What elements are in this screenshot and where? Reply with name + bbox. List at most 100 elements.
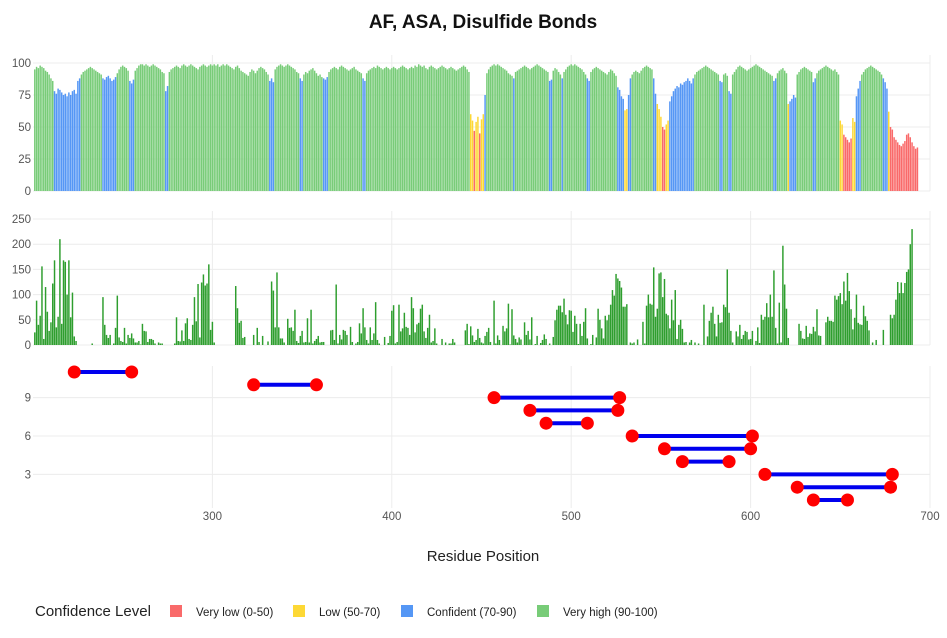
asa-bar: [740, 338, 743, 345]
asa-bar: [719, 322, 721, 345]
af-panel: 0 25 50 75 100: [12, 55, 931, 198]
af-bar: [644, 66, 646, 191]
af-bar: [417, 64, 420, 191]
asa-bar: [50, 322, 52, 345]
af-bar: [435, 69, 438, 191]
af-bar: [373, 66, 375, 191]
asa-bar: [356, 341, 359, 345]
asa-bar: [238, 322, 241, 345]
asa-bar: [670, 299, 673, 345]
asa-bar: [539, 342, 542, 345]
af-bar: [916, 147, 919, 191]
af-bar: [175, 65, 178, 191]
legend-title: Confidence Level: [35, 603, 151, 620]
asa-bar: [651, 304, 653, 345]
af-bar: [647, 66, 650, 191]
asa-bar: [724, 307, 727, 345]
af-bar: [163, 73, 165, 191]
af-bar: [256, 70, 258, 191]
af-bar: [721, 82, 723, 191]
af-bar: [891, 129, 894, 191]
asa-bar: [721, 322, 723, 345]
af-bar: [896, 142, 899, 191]
asa-bar: [859, 324, 861, 345]
af-bar: [810, 71, 813, 191]
af-bar: [809, 70, 811, 191]
af-bar: [453, 69, 456, 191]
af-bar: [364, 80, 366, 191]
asa-bar: [825, 322, 827, 345]
af-bar: [493, 64, 495, 191]
asa-bar: [112, 343, 115, 345]
asa-bar: [812, 326, 815, 345]
asa-bar: [376, 339, 379, 345]
asa-bar: [468, 343, 470, 345]
af-bar: [877, 70, 879, 191]
af-bar: [245, 74, 248, 191]
af-bar: [722, 74, 725, 191]
asa-bar: [211, 321, 214, 345]
asa-bar: [145, 331, 147, 345]
af-bar: [229, 66, 232, 191]
asa-bar: [330, 330, 332, 345]
asa-bar: [895, 299, 897, 345]
af-bar: [267, 74, 269, 191]
af-bar: [800, 69, 802, 191]
asa-bar: [737, 336, 739, 345]
af-bar: [98, 73, 101, 191]
asa-bar: [69, 317, 72, 345]
asa-bar: [613, 295, 615, 345]
af-bar: [448, 68, 450, 191]
af-bar: [102, 78, 104, 191]
legend-swatch: [293, 605, 305, 617]
af-bar: [419, 65, 422, 191]
af-bar: [100, 74, 102, 191]
af-bar: [414, 65, 416, 191]
af-bar: [590, 71, 592, 191]
af-bar: [272, 82, 275, 191]
af-bar: [522, 66, 524, 191]
bond-point: [745, 429, 759, 443]
asa-bar: [396, 341, 398, 345]
af-bar: [186, 66, 189, 191]
asa-bar: [543, 334, 546, 345]
af-bar: [712, 70, 714, 191]
asa-bar: [575, 323, 578, 345]
asa-bar: [548, 343, 551, 345]
x-tick-label: 500: [562, 511, 581, 523]
af-bar: [283, 66, 285, 191]
asa-bar: [606, 320, 608, 345]
asa-bar: [554, 320, 556, 345]
af-bar: [75, 93, 77, 191]
asa-bar: [834, 295, 836, 345]
asa-bar: [636, 339, 639, 345]
asa-bar: [591, 334, 594, 345]
af-bar: [466, 69, 468, 191]
asa-bar: [574, 315, 576, 345]
af-bar: [909, 137, 912, 191]
asa-bar: [783, 284, 786, 345]
asa-bar: [728, 312, 730, 345]
af-bar: [792, 95, 795, 191]
asa-bar: [177, 340, 180, 345]
af-bar: [249, 71, 251, 191]
asa-bar: [652, 267, 655, 345]
asa-bar: [60, 323, 63, 345]
af-bar: [758, 66, 761, 191]
asa-bar: [206, 283, 208, 345]
af-bar: [773, 80, 775, 191]
asa-bar: [303, 342, 305, 345]
af-bar: [862, 71, 865, 191]
asa-bar: [258, 341, 260, 345]
af-bar: [452, 68, 454, 191]
af-bar: [687, 78, 689, 191]
asa-bar: [236, 308, 239, 345]
asa-bar: [690, 339, 693, 345]
af-bar: [504, 69, 506, 191]
af-bar: [480, 119, 483, 191]
af-bar: [211, 65, 214, 191]
asa-bar: [453, 342, 456, 345]
af-bar: [796, 74, 798, 191]
af-bar: [358, 71, 361, 191]
af-bar: [669, 101, 671, 191]
